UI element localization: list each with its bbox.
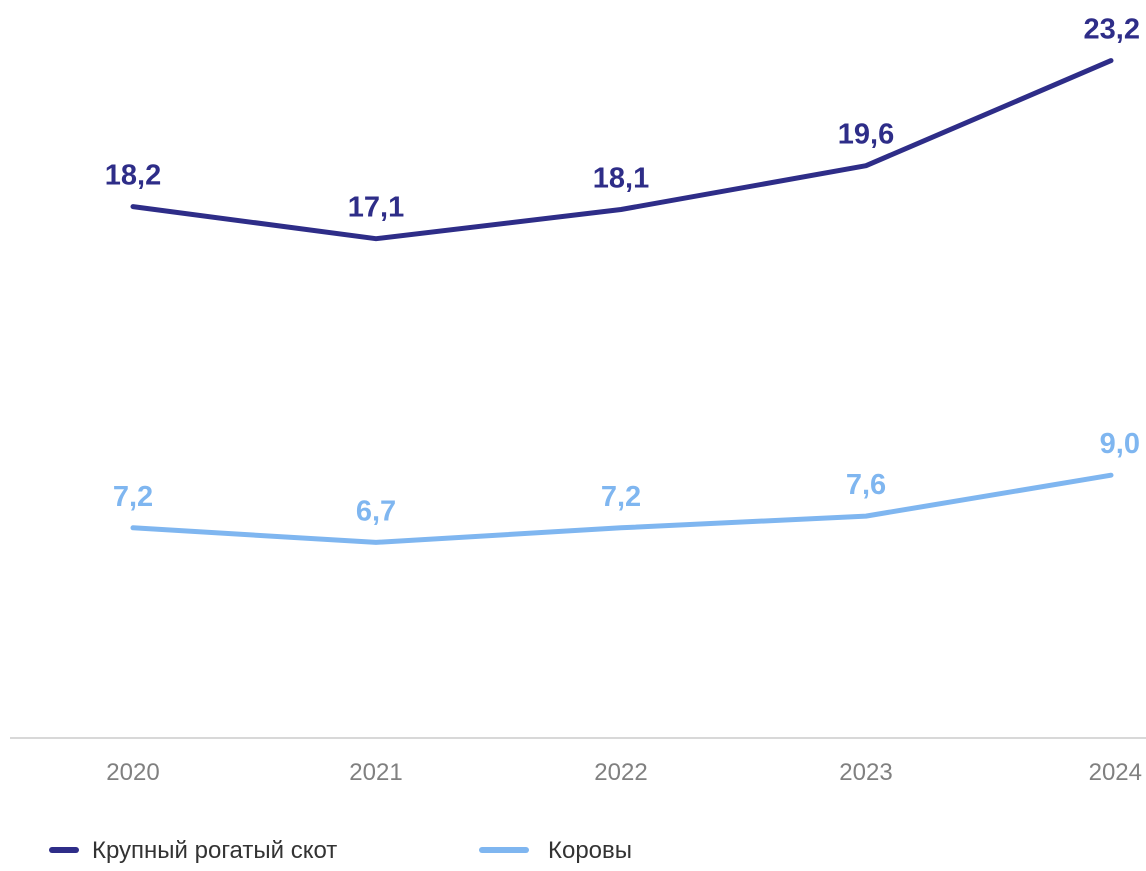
x-tick-label: 2020 bbox=[106, 759, 159, 786]
legend-label-0: Крупный рогатый скот bbox=[92, 837, 337, 864]
x-tick-label: 2021 bbox=[349, 759, 402, 786]
data-label: 7,2 bbox=[113, 481, 153, 513]
x-tick-labels: 2020 2021 2022 2023 2024 bbox=[106, 759, 1142, 786]
data-label: 18,2 bbox=[105, 160, 161, 192]
x-tick-label: 2023 bbox=[839, 759, 892, 786]
data-label: 23,2 bbox=[1084, 14, 1140, 46]
data-label: 7,2 bbox=[601, 481, 641, 513]
data-label: 17,1 bbox=[348, 192, 404, 224]
data-label: 18,1 bbox=[593, 163, 649, 195]
legend: Крупный рогатый скот Коровы bbox=[49, 837, 632, 864]
x-tick-label: 2022 bbox=[594, 759, 647, 786]
data-label: 7,6 bbox=[846, 469, 886, 501]
series-group bbox=[130, 58, 1114, 545]
x-tick-label: 2024 bbox=[1089, 759, 1142, 786]
series-line-0 bbox=[130, 58, 1114, 242]
series-line-1 bbox=[130, 472, 1114, 545]
data-labels-group: 18,2 17,1 18,1 19,6 23,2 7,2 6,7 7,2 7,6 9,0 bbox=[105, 14, 1140, 528]
data-label: 9,0 bbox=[1100, 428, 1140, 460]
data-label: 19,6 bbox=[838, 119, 894, 151]
legend-label-1: Коровы bbox=[548, 837, 632, 864]
data-label: 6,7 bbox=[356, 495, 396, 527]
